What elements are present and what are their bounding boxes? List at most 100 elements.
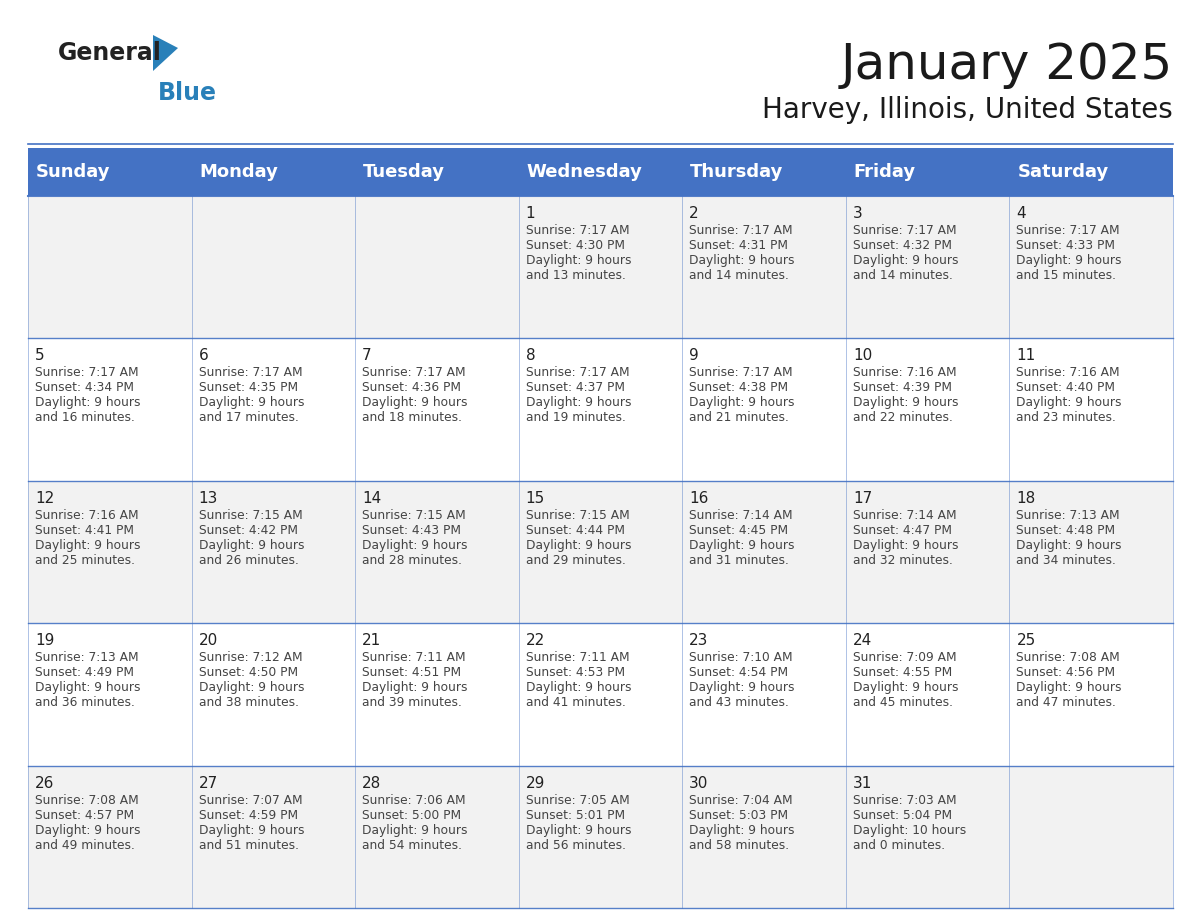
Text: and 45 minutes.: and 45 minutes. xyxy=(853,696,953,710)
Text: Daylight: 9 hours: Daylight: 9 hours xyxy=(1017,254,1121,267)
Text: Sunset: 4:35 PM: Sunset: 4:35 PM xyxy=(198,381,298,395)
Text: Sunset: 4:31 PM: Sunset: 4:31 PM xyxy=(689,239,789,252)
Text: Wednesday: Wednesday xyxy=(526,163,643,181)
Bar xyxy=(29,196,1173,339)
Text: Sunrise: 7:11 AM: Sunrise: 7:11 AM xyxy=(362,651,466,665)
Text: and 38 minutes.: and 38 minutes. xyxy=(198,696,298,710)
Text: and 49 minutes.: and 49 minutes. xyxy=(34,839,135,852)
Text: and 54 minutes.: and 54 minutes. xyxy=(362,839,462,852)
Text: Daylight: 9 hours: Daylight: 9 hours xyxy=(34,539,140,552)
Text: Sunrise: 7:07 AM: Sunrise: 7:07 AM xyxy=(198,793,302,807)
Text: Daylight: 9 hours: Daylight: 9 hours xyxy=(34,397,140,409)
Text: 31: 31 xyxy=(853,776,872,790)
Text: Sunset: 4:43 PM: Sunset: 4:43 PM xyxy=(362,524,461,537)
Text: Sunrise: 7:11 AM: Sunrise: 7:11 AM xyxy=(526,651,630,665)
Text: Daylight: 9 hours: Daylight: 9 hours xyxy=(526,539,631,552)
Text: General: General xyxy=(58,41,162,65)
Text: and 29 minutes.: and 29 minutes. xyxy=(526,554,626,566)
Text: 28: 28 xyxy=(362,776,381,790)
Text: Daylight: 9 hours: Daylight: 9 hours xyxy=(853,681,959,694)
Text: Sunset: 4:54 PM: Sunset: 4:54 PM xyxy=(689,666,789,679)
Text: Sunrise: 7:10 AM: Sunrise: 7:10 AM xyxy=(689,651,792,665)
Text: Daylight: 9 hours: Daylight: 9 hours xyxy=(853,539,959,552)
Text: January 2025: January 2025 xyxy=(841,41,1173,89)
Text: Daylight: 9 hours: Daylight: 9 hours xyxy=(198,539,304,552)
Text: Sunrise: 7:05 AM: Sunrise: 7:05 AM xyxy=(526,793,630,807)
Text: 17: 17 xyxy=(853,491,872,506)
Text: Thursday: Thursday xyxy=(690,163,784,181)
Text: Daylight: 9 hours: Daylight: 9 hours xyxy=(689,397,795,409)
Text: 27: 27 xyxy=(198,776,217,790)
Text: Sunset: 5:04 PM: Sunset: 5:04 PM xyxy=(853,809,952,822)
Text: Daylight: 9 hours: Daylight: 9 hours xyxy=(362,823,468,836)
Text: Sunset: 4:57 PM: Sunset: 4:57 PM xyxy=(34,809,134,822)
Text: Sunrise: 7:15 AM: Sunrise: 7:15 AM xyxy=(362,509,466,521)
Text: and 13 minutes.: and 13 minutes. xyxy=(526,269,626,282)
Text: and 43 minutes.: and 43 minutes. xyxy=(689,696,789,710)
Text: Sunrise: 7:15 AM: Sunrise: 7:15 AM xyxy=(526,509,630,521)
Bar xyxy=(29,148,1173,196)
Text: Sunrise: 7:17 AM: Sunrise: 7:17 AM xyxy=(689,366,792,379)
Polygon shape xyxy=(153,35,178,71)
Text: and 14 minutes.: and 14 minutes. xyxy=(853,269,953,282)
Text: and 22 minutes.: and 22 minutes. xyxy=(853,411,953,424)
Text: 7: 7 xyxy=(362,349,372,364)
Text: Sunrise: 7:17 AM: Sunrise: 7:17 AM xyxy=(526,366,630,379)
Text: and 56 minutes.: and 56 minutes. xyxy=(526,839,626,852)
Text: Sunset: 4:40 PM: Sunset: 4:40 PM xyxy=(1017,381,1116,395)
Text: Daylight: 9 hours: Daylight: 9 hours xyxy=(689,823,795,836)
Text: Sunrise: 7:09 AM: Sunrise: 7:09 AM xyxy=(853,651,956,665)
Text: and 23 minutes.: and 23 minutes. xyxy=(1017,411,1117,424)
Text: Sunrise: 7:14 AM: Sunrise: 7:14 AM xyxy=(853,509,956,521)
Text: Sunrise: 7:13 AM: Sunrise: 7:13 AM xyxy=(34,651,139,665)
Text: Sunset: 4:39 PM: Sunset: 4:39 PM xyxy=(853,381,952,395)
Text: and 26 minutes.: and 26 minutes. xyxy=(198,554,298,566)
Text: and 21 minutes.: and 21 minutes. xyxy=(689,411,789,424)
Text: Sunrise: 7:13 AM: Sunrise: 7:13 AM xyxy=(1017,509,1120,521)
Text: Sunrise: 7:04 AM: Sunrise: 7:04 AM xyxy=(689,793,792,807)
Text: 5: 5 xyxy=(34,349,45,364)
Text: Sunrise: 7:12 AM: Sunrise: 7:12 AM xyxy=(198,651,302,665)
Text: Daylight: 9 hours: Daylight: 9 hours xyxy=(362,397,468,409)
Text: Sunset: 4:49 PM: Sunset: 4:49 PM xyxy=(34,666,134,679)
Text: 18: 18 xyxy=(1017,491,1036,506)
Text: Sunset: 4:38 PM: Sunset: 4:38 PM xyxy=(689,381,789,395)
Text: and 18 minutes.: and 18 minutes. xyxy=(362,411,462,424)
Text: Sunset: 4:56 PM: Sunset: 4:56 PM xyxy=(1017,666,1116,679)
Text: Daylight: 10 hours: Daylight: 10 hours xyxy=(853,823,966,836)
Text: and 47 minutes.: and 47 minutes. xyxy=(1017,696,1117,710)
Text: Daylight: 9 hours: Daylight: 9 hours xyxy=(198,681,304,694)
Text: Sunset: 4:59 PM: Sunset: 4:59 PM xyxy=(198,809,298,822)
Text: Monday: Monday xyxy=(200,163,278,181)
Text: 20: 20 xyxy=(198,633,217,648)
Text: Sunrise: 7:16 AM: Sunrise: 7:16 AM xyxy=(34,509,139,521)
Text: 6: 6 xyxy=(198,349,208,364)
Text: 22: 22 xyxy=(526,633,545,648)
Text: 13: 13 xyxy=(198,491,217,506)
Text: Sunday: Sunday xyxy=(36,163,110,181)
Text: Harvey, Illinois, United States: Harvey, Illinois, United States xyxy=(763,96,1173,124)
Text: 14: 14 xyxy=(362,491,381,506)
Text: Sunrise: 7:17 AM: Sunrise: 7:17 AM xyxy=(198,366,302,379)
Text: Tuesday: Tuesday xyxy=(364,163,446,181)
Text: Sunset: 4:45 PM: Sunset: 4:45 PM xyxy=(689,524,789,537)
Text: 11: 11 xyxy=(1017,349,1036,364)
Text: Sunrise: 7:08 AM: Sunrise: 7:08 AM xyxy=(34,793,139,807)
Text: Daylight: 9 hours: Daylight: 9 hours xyxy=(362,539,468,552)
Bar xyxy=(29,481,1173,623)
Text: Sunset: 4:53 PM: Sunset: 4:53 PM xyxy=(526,666,625,679)
Text: Daylight: 9 hours: Daylight: 9 hours xyxy=(34,823,140,836)
Text: Daylight: 9 hours: Daylight: 9 hours xyxy=(853,397,959,409)
Text: and 39 minutes.: and 39 minutes. xyxy=(362,696,462,710)
Text: Daylight: 9 hours: Daylight: 9 hours xyxy=(689,254,795,267)
Text: Sunrise: 7:15 AM: Sunrise: 7:15 AM xyxy=(198,509,302,521)
Text: and 41 minutes.: and 41 minutes. xyxy=(526,696,626,710)
Text: Sunset: 5:03 PM: Sunset: 5:03 PM xyxy=(689,809,789,822)
Text: Daylight: 9 hours: Daylight: 9 hours xyxy=(526,681,631,694)
Text: Sunset: 4:51 PM: Sunset: 4:51 PM xyxy=(362,666,461,679)
Text: 26: 26 xyxy=(34,776,55,790)
Text: Sunset: 4:32 PM: Sunset: 4:32 PM xyxy=(853,239,952,252)
Text: Sunset: 4:44 PM: Sunset: 4:44 PM xyxy=(526,524,625,537)
Text: Sunrise: 7:14 AM: Sunrise: 7:14 AM xyxy=(689,509,792,521)
Text: and 25 minutes.: and 25 minutes. xyxy=(34,554,135,566)
